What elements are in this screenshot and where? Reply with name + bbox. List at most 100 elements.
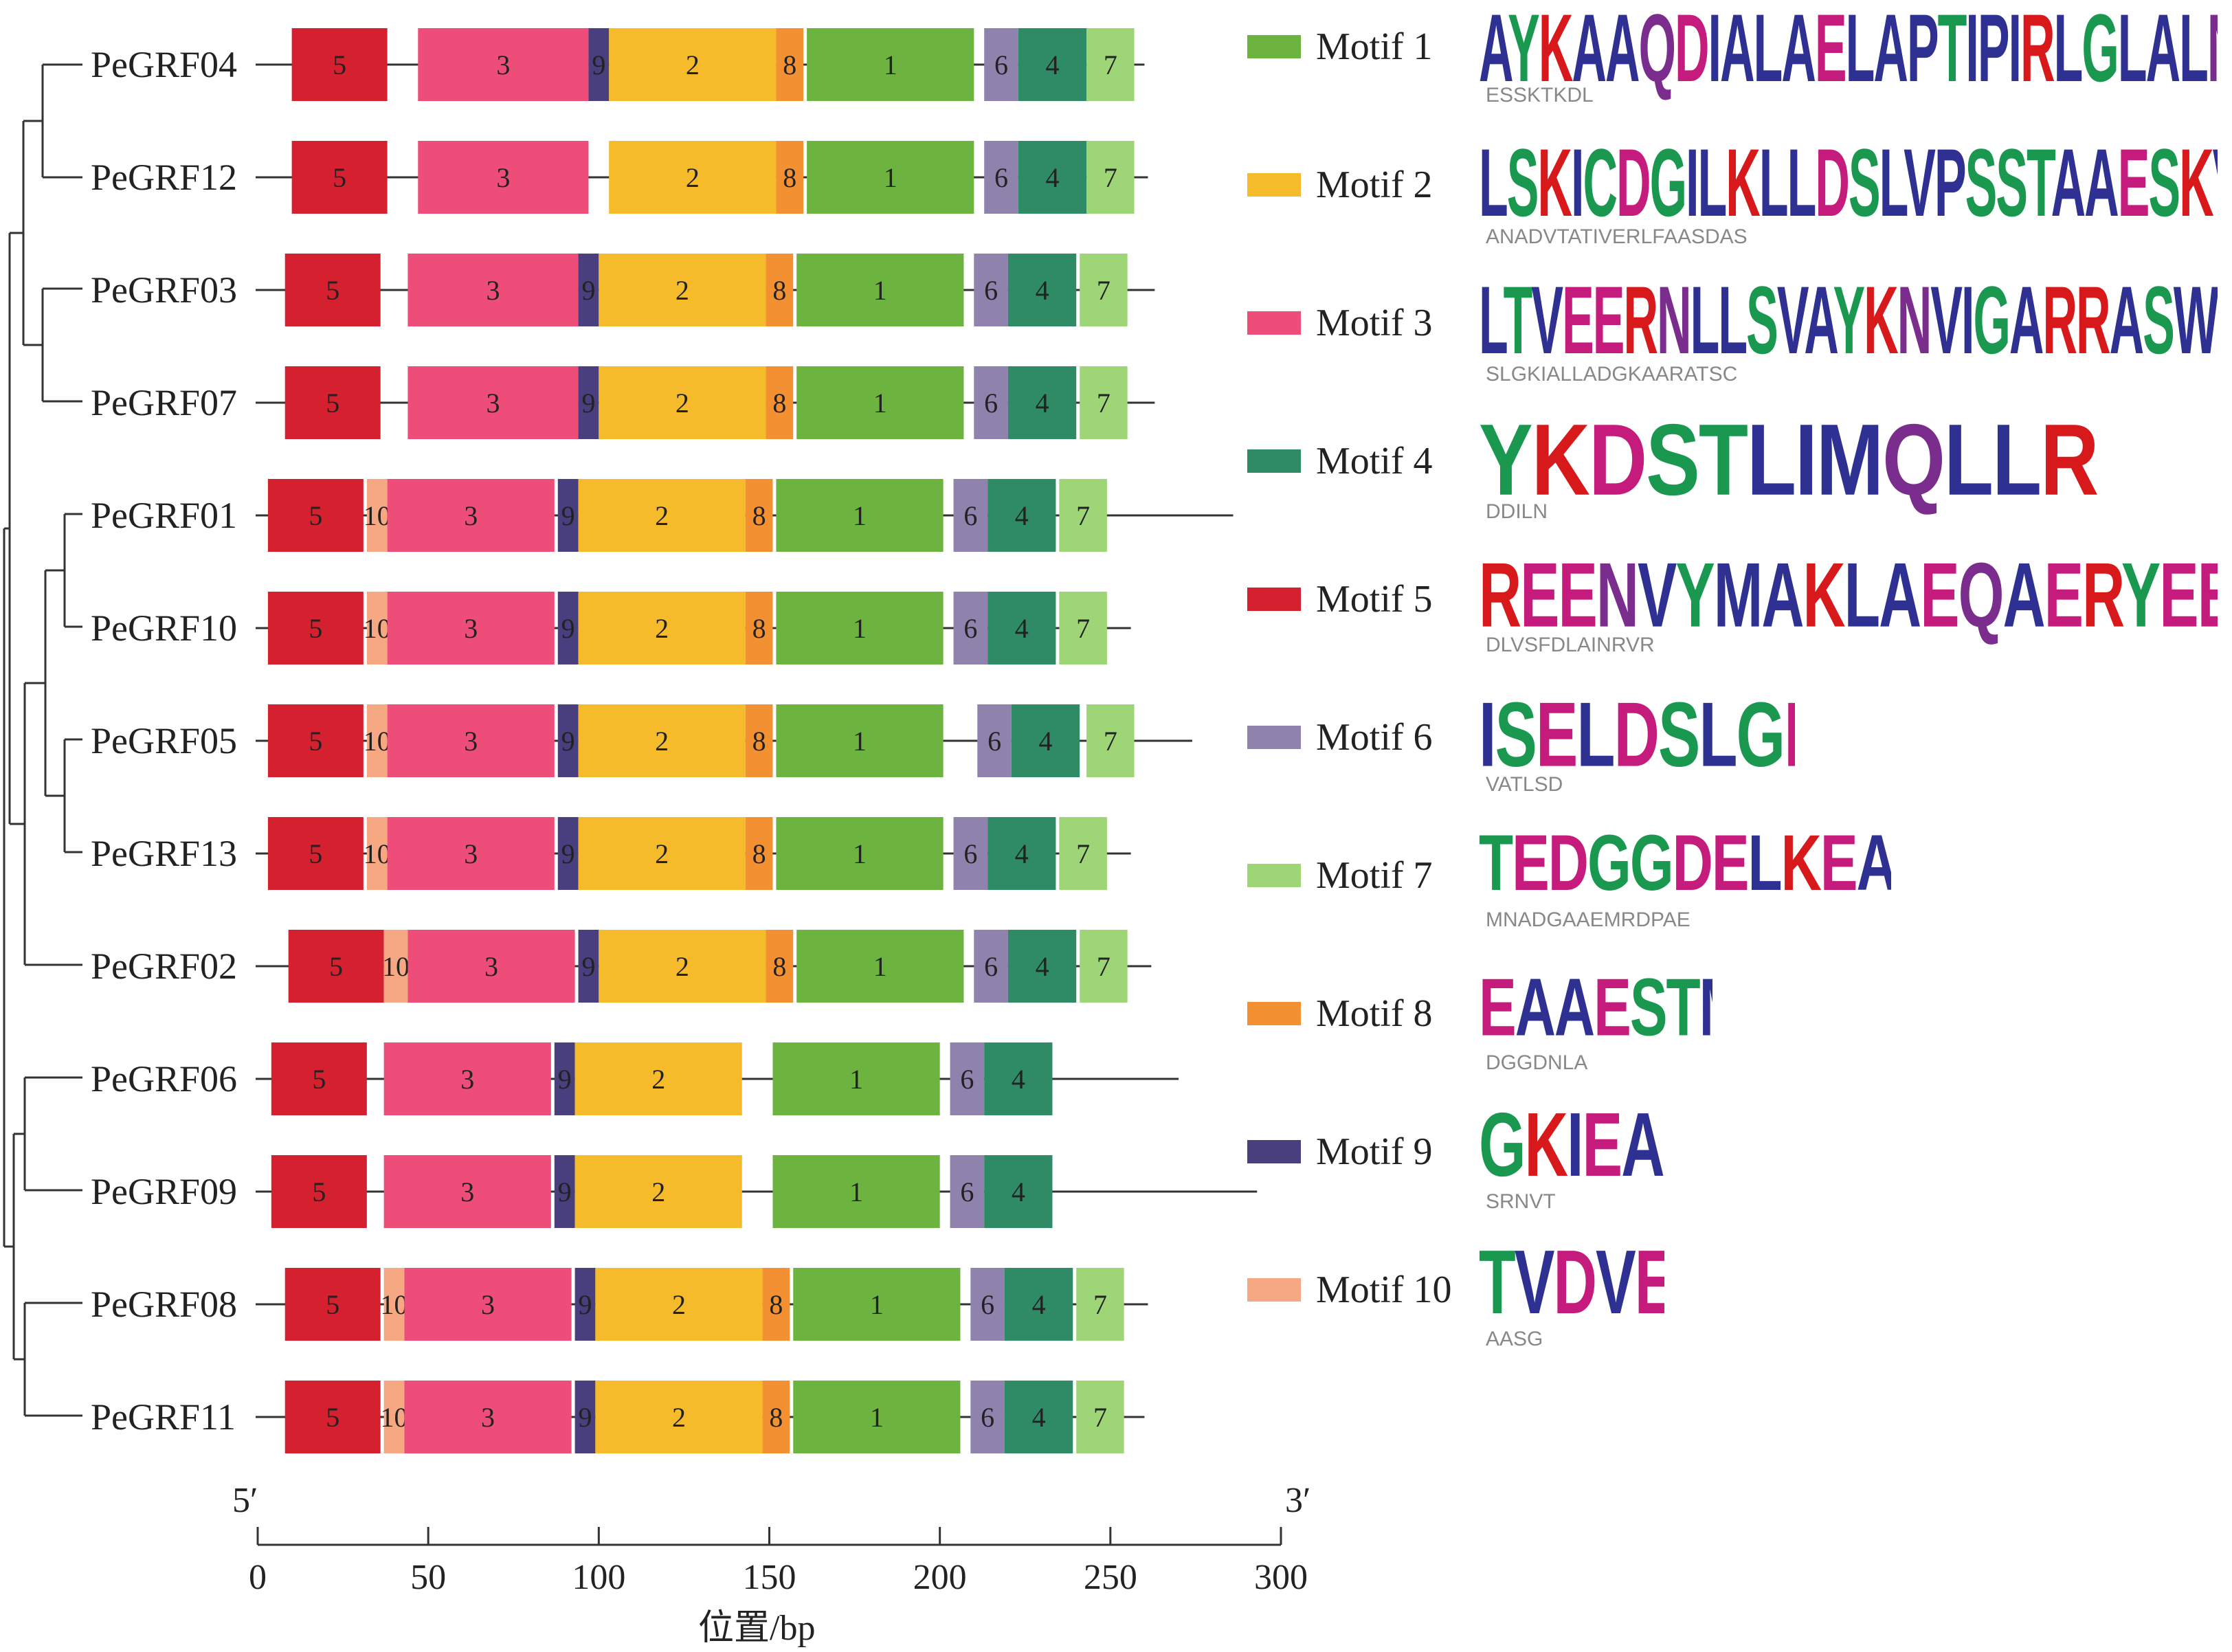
logo-minor-letters: SLGKIALLADGKAARATSC: [1486, 363, 1738, 386]
motif-3-label: 3: [460, 1176, 474, 1207]
motif-10-box: [366, 479, 388, 552]
motif-3-label: 3: [481, 1402, 495, 1433]
legend-label: Motif 10: [1316, 1269, 1452, 1311]
axis-tick-label: 250: [1084, 1558, 1137, 1597]
motif-4-label: 4: [1015, 500, 1029, 531]
motif-1-label: 1: [853, 838, 867, 869]
legend-swatch: [1247, 311, 1301, 335]
motif-2-label: 2: [655, 838, 669, 869]
motif-7-box: [1059, 817, 1107, 890]
logo-sequence: ISELDSLGEES: [1479, 689, 1795, 786]
motif-6-label: 6: [960, 1064, 974, 1095]
motif-2-label: 2: [676, 951, 689, 982]
motif-9-box: [557, 479, 579, 552]
motif-1-label: 1: [873, 388, 887, 418]
legend-label: Motif 7: [1316, 854, 1433, 897]
motif-10-label: 10: [364, 838, 391, 869]
motif-8-label: 8: [752, 613, 766, 644]
motif-7-label: 7: [1097, 275, 1111, 306]
motif-6-label: 6: [987, 726, 1001, 757]
motif-2-box: [595, 1381, 763, 1453]
motif-4-box: [1018, 28, 1087, 101]
motif-7-box: [1076, 1268, 1124, 1341]
gene-motif-tracks: PeGRF04 5 3 9 2 8 1 6 4 7 PeGRF12 5 3 2 8 1 6 4 7 PeGRF03 5 3…: [91, 28, 1258, 1453]
motif-4-box: [1004, 1268, 1073, 1341]
motif-3-box: [408, 366, 579, 439]
legend-label: Motif 1: [1316, 25, 1433, 68]
legend-swatch: [1247, 588, 1301, 611]
gene-name: PeGRF04: [91, 44, 237, 85]
motif-4-box: [984, 1042, 1053, 1115]
motif-2-label: 2: [655, 726, 669, 757]
motif-5-label: 5: [309, 500, 322, 531]
motif-5-box: [288, 930, 384, 1003]
gene-name: PeGRF06: [91, 1058, 237, 1100]
logo-sequence: REENVYMAKLAEQAERYEEMVEFMEKVAK: [1479, 550, 2218, 647]
motif-6-box: [953, 479, 988, 552]
logo-sequence: YKDSTLIMQLLRDNLTLWTSD: [1479, 410, 2097, 517]
motif-4-box: [1007, 366, 1077, 439]
logo-minor-letters: DGGDNLA: [1486, 1051, 1588, 1074]
motif-6-box: [984, 141, 1018, 214]
motif-4-label: 4: [1036, 388, 1049, 418]
gene-name: PeGRF13: [91, 833, 237, 874]
motif-3-box: [387, 817, 555, 890]
legend-label: Motif 4: [1316, 440, 1433, 482]
axis-tick-label: 100: [572, 1558, 625, 1597]
logo-sequence: TVDVEE: [1479, 1237, 1664, 1333]
logo-sequence: LSKICDGILKLLDSLVPSSTAAESKVFYLKWKGDYYRYLA…: [1479, 135, 2218, 236]
legend-item: Motif 4: [1247, 434, 1433, 489]
axis-tick-label: 50: [410, 1558, 446, 1597]
motif-5-box: [291, 141, 388, 214]
axis-tick-label: 300: [1254, 1558, 1308, 1597]
motif-10-box: [383, 930, 408, 1003]
motif-3-label: 3: [464, 726, 478, 757]
motif-8-box: [766, 366, 794, 439]
motif-7-box: [1059, 592, 1107, 665]
motif-3-box: [387, 704, 555, 777]
motif-9-label: 9: [561, 838, 575, 869]
gene-track-pegrf13: PeGRF13 5 10 3 9 2 8 1 6 4 7: [91, 817, 1131, 890]
motif-1-label: 1: [870, 1289, 884, 1320]
motif-8-label: 8: [752, 500, 766, 531]
legend-swatch: [1247, 449, 1301, 473]
sequence-logo-motif-1: AYKAAQDIALAELAPTIPIRLGLALNFSYFYYEILNSPDR…: [1479, 0, 2218, 110]
motif-9-label: 9: [561, 613, 575, 644]
logo-minor-letters: DDILN: [1486, 500, 1548, 523]
logo-minor-letters: ESSKTKDL: [1486, 84, 1594, 107]
motif-1-box: [776, 704, 944, 777]
legend-swatch: [1247, 1278, 1301, 1302]
motif-8-box: [762, 1268, 790, 1341]
motif-1-box: [776, 479, 944, 552]
sequence-logo-motif-4: YKDSTLIMQLLRDNLTLWTSD DDILN: [1479, 410, 2097, 526]
motif-1-box: [772, 1155, 940, 1228]
motif-6-box: [977, 704, 1012, 777]
motif-7-label: 7: [1097, 951, 1111, 982]
motif-6-label: 6: [963, 838, 977, 869]
motif-5-label: 5: [309, 838, 322, 869]
legend-item: Motif 10: [1247, 1262, 1452, 1317]
gene-track-pegrf11: PeGRF11 5 10 3 9 2 8 1 6 4 7: [91, 1381, 1145, 1453]
motif-4-label: 4: [1036, 275, 1049, 306]
motif-5-label: 5: [309, 726, 322, 757]
motif-9-label: 9: [578, 1402, 592, 1433]
gene-name: PeGRF08: [91, 1284, 237, 1325]
motif-10-box: [366, 817, 388, 890]
motif-2-label: 2: [651, 1064, 665, 1095]
motif-9-label: 9: [581, 388, 595, 418]
motif-8-label: 8: [752, 726, 766, 757]
gene-track-pegrf07: PeGRF07 5 3 9 2 8 1 6 4 7: [91, 366, 1155, 439]
motif-6-box: [953, 592, 988, 665]
motif-4-label: 4: [1015, 838, 1029, 869]
motif-10-label: 10: [364, 726, 391, 757]
motif-4-label: 4: [1036, 951, 1049, 982]
motif-6-label: 6: [963, 500, 977, 531]
motif-5-box: [284, 254, 381, 326]
motif-1-box: [793, 1381, 961, 1453]
motif-3-box: [383, 1155, 551, 1228]
motif-5-box: [267, 479, 364, 552]
logo-sequence: AYKAAQDIALAELAPTIPIRLGLALNFSYFYYEILNSPDR…: [1479, 0, 2218, 102]
motif-3-label: 3: [486, 275, 500, 306]
motif-7-label: 7: [1076, 613, 1090, 644]
legend-item: Motif 2: [1247, 157, 1433, 212]
